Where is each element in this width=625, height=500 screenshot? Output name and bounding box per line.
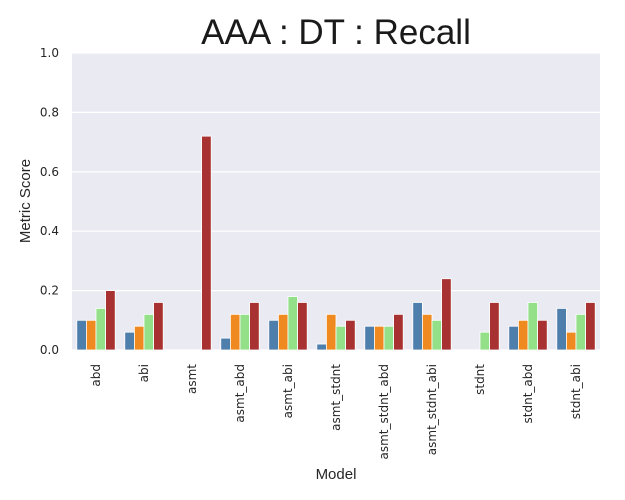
bars — [76, 135, 596, 351]
bar-asmt_stdnt_abi-4 — [441, 278, 452, 351]
bar-asmt_abd-1 — [220, 337, 231, 351]
bar-asmt_stdnt-1 — [316, 343, 327, 351]
bar-asmt_stdnt_abd-3 — [383, 325, 395, 351]
bar-asmt_stdnt-3 — [335, 325, 347, 351]
y-tick-label: 1.0 — [40, 46, 59, 60]
bar-asmt_stdnt_abd-1 — [364, 325, 375, 351]
bar-abd-2 — [86, 319, 97, 351]
x-tick-label: asmt_abi — [281, 364, 295, 418]
bar-stdnt_abi-2 — [566, 331, 577, 351]
bar-stdnt_abd-1 — [508, 325, 519, 351]
y-tick-labels: 0.0 0.2 0.4 0.6 0.8 1.0 — [40, 46, 59, 357]
bar-stdnt_abi-4 — [585, 302, 596, 351]
bar-abi-2 — [133, 325, 145, 351]
bar-asmt_abd-4 — [249, 302, 260, 351]
bar-abd-4 — [105, 290, 116, 351]
bar-asmt_stdnt_abi-3 — [431, 319, 443, 351]
y-axis-label: Metric Score — [17, 159, 34, 243]
bar-asmt_abi-3 — [287, 296, 299, 351]
bar-asmt_stdnt_abi-1 — [412, 302, 423, 351]
chart-title: AAA : DT : Recall — [201, 13, 471, 52]
y-tick-label: 0.2 — [40, 284, 59, 298]
y-tick-label: 0.0 — [40, 343, 59, 357]
bar-stdnt-3 — [479, 331, 491, 351]
bar-stdnt_abi-1 — [556, 308, 567, 351]
x-tick-label: abi — [137, 364, 151, 382]
x-tick-label: asmt_stdnt_abd — [377, 364, 391, 459]
y-tick-label: 0.4 — [40, 224, 59, 238]
x-tick-label: stdnt_abd — [521, 364, 535, 423]
bar-stdnt_abd-4 — [537, 319, 548, 351]
bar-asmt_stdnt_abi-2 — [421, 313, 433, 351]
y-tick-label: 0.8 — [40, 105, 59, 119]
bar-asmt_abi-4 — [297, 302, 308, 351]
x-tick-label: asmt_abd — [233, 364, 247, 423]
bar-asmt_stdnt-4 — [345, 319, 356, 351]
bar-abd-1 — [76, 319, 87, 351]
x-tick-label: stdnt — [473, 364, 487, 395]
x-tick-label: stdnt_abi — [569, 364, 583, 419]
bar-asmt_abd-2 — [229, 313, 241, 351]
bar-abi-3 — [143, 313, 155, 351]
bar-asmt_abi-2 — [277, 313, 289, 351]
bar-asmt-4 — [201, 135, 212, 351]
x-tick-label: asmt — [185, 364, 199, 394]
bar-stdnt_abi-3 — [575, 313, 587, 351]
x-axis-label: Model — [316, 466, 357, 483]
bar-stdnt_abd-2 — [518, 319, 529, 351]
x-tick-label: asmt_stdnt — [329, 364, 343, 431]
x-tick-label: asmt_stdnt_abi — [425, 364, 439, 455]
bar-asmt_stdnt_abd-2 — [373, 325, 385, 351]
x-tick-labels: abd abi asmt asmt_abd asmt_abi asmt_stdnt asmt… — [89, 364, 583, 460]
bar-abi-1 — [124, 331, 135, 351]
bar-abi-4 — [153, 302, 164, 351]
bar-asmt_abd-3 — [239, 313, 251, 351]
bar-asmt_stdnt_abd-4 — [393, 313, 404, 351]
bar-stdnt_abd-3 — [527, 302, 539, 351]
bar-stdnt-4 — [489, 302, 500, 351]
bar-abd-3 — [95, 308, 107, 351]
y-tick-label: 0.6 — [40, 165, 59, 179]
bar-asmt_stdnt-2 — [325, 313, 337, 351]
x-tick-label: abd — [89, 364, 103, 387]
plot-area — [72, 53, 600, 350]
bar-asmt_abi-1 — [268, 319, 279, 351]
